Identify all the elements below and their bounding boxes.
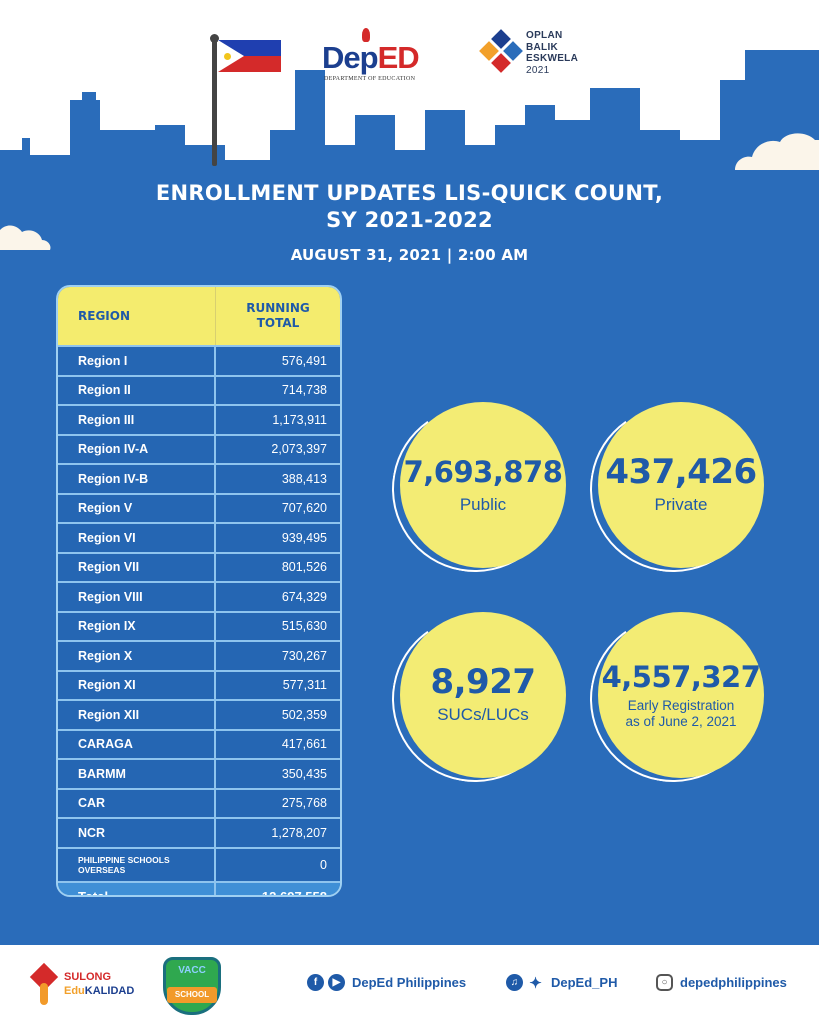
- table-row: PHILIPPINE SCHOOLS OVERSEAS 0: [58, 846, 340, 881]
- header-region: REGION: [58, 287, 216, 345]
- stat-sucs-lucs: 8,927 SUCs/LUCs: [378, 602, 572, 796]
- table-header: REGION RUNNING TOTAL: [58, 287, 340, 345]
- table-row: NCR 1,278,207: [58, 817, 340, 847]
- flag-icon: [218, 40, 281, 72]
- oplan-text: OPLAN BALIK ESKWELA 2021: [526, 30, 579, 76]
- table-row: Region II 714,738: [58, 374, 340, 404]
- facebook-icon[interactable]: f: [307, 974, 324, 991]
- footer: [0, 945, 819, 1024]
- social-facebook-youtube[interactable]: f ▶ DepEd Philippines: [307, 974, 466, 991]
- table-row: Region XII 502,359: [58, 699, 340, 729]
- page-title: ENROLLMENT UPDATES LIS-QUICK COUNT, SY 2…: [155, 181, 664, 232]
- table-row: BARMM 350,435: [58, 758, 340, 788]
- table-row: Region IX 515,630: [58, 610, 340, 640]
- instagram-icon[interactable]: ○: [656, 974, 673, 991]
- table-row: Region I 576,491: [58, 345, 340, 375]
- stat-public: 7,693,878 Public: [378, 392, 572, 586]
- child-icon: [40, 983, 48, 1005]
- table-row: CARAGA 417,661: [58, 728, 340, 758]
- social-instagram[interactable]: ○ depedphilippines: [656, 974, 787, 991]
- table-row: Region VIII 674,329: [58, 581, 340, 611]
- table-row: Region V 707,620: [58, 492, 340, 522]
- cloud-right: [735, 133, 819, 170]
- sulong-edukalidad-logo: SULONG EduKALIDAD: [29, 962, 144, 1007]
- oplan-balik-eskwela-logo: OPLAN BALIK ESKWELA 2021: [478, 29, 598, 80]
- table-row: Region VII 801,526: [58, 551, 340, 581]
- table-row: Region VI 939,495: [58, 522, 340, 552]
- header-running-total: RUNNING TOTAL: [246, 301, 310, 330]
- table-row: Region III 1,173,911: [58, 404, 340, 434]
- table-row: CAR 275,768: [58, 787, 340, 817]
- twitter-icon[interactable]: ✦: [529, 974, 542, 992]
- stat-private: 437,426 Private: [576, 392, 770, 586]
- stat-early-registration: 4,557,327 Early Registration as of June …: [576, 602, 770, 796]
- table-row: Region IV-A 2,073,397: [58, 433, 340, 463]
- vacc-school-logo: VACC SCHOOL: [163, 957, 221, 1015]
- social-tiktok-twitter[interactable]: ♫ ✦ DepEd_PH: [506, 974, 617, 992]
- footer-divider: [0, 942, 819, 945]
- table-row: Region X 730,267: [58, 640, 340, 670]
- deped-logo: DepED DEPARTMENT OF EDUCATION: [322, 28, 442, 84]
- cloud-left: [0, 225, 51, 250]
- table-row: Region XI 577,311: [58, 669, 340, 699]
- deped-wordmark: DepED: [322, 40, 420, 75]
- youtube-icon[interactable]: ▶: [328, 974, 345, 991]
- deped-subtitle: DEPARTMENT OF EDUCATION: [324, 76, 416, 82]
- table-row: Region IV-B 388,413: [58, 463, 340, 493]
- torch-icon: [362, 28, 370, 42]
- datetime-subtitle: AUGUST 31, 2021 | 2:00 AM: [290, 246, 529, 264]
- tiktok-icon[interactable]: ♫: [506, 974, 523, 991]
- table-total-row: Total 12,697,558: [58, 880, 340, 895]
- flag-pole: [212, 38, 217, 166]
- region-table: REGION RUNNING TOTAL Region I 576,491 Regi…: [56, 285, 342, 897]
- shield-icon: [163, 957, 221, 1015]
